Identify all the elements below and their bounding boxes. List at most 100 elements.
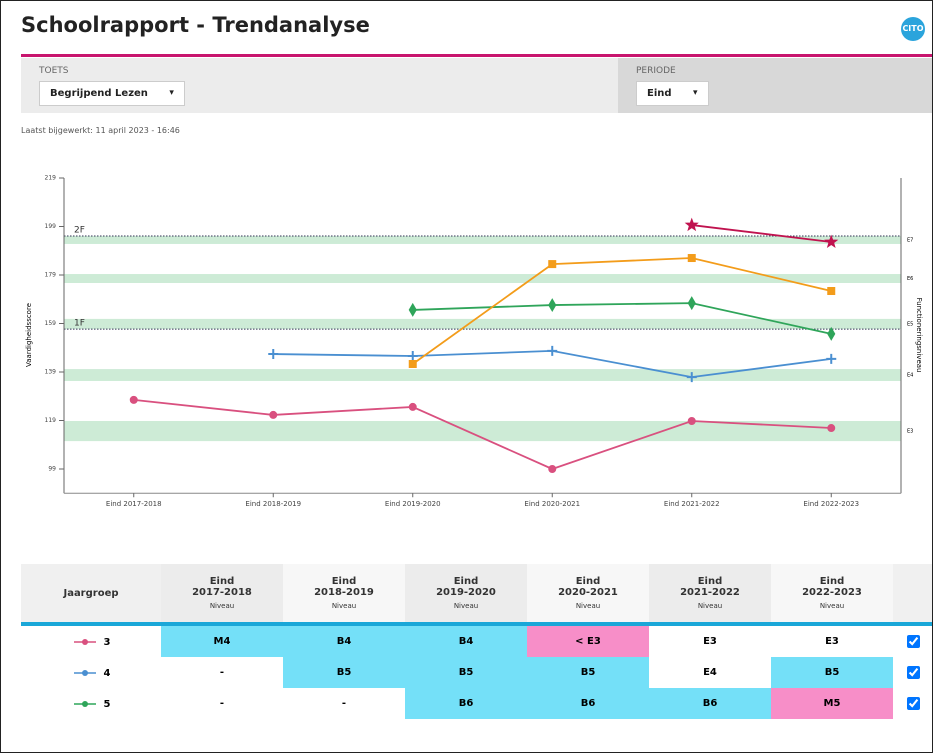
x-tick-label: Eind 2020-2021 <box>524 500 581 508</box>
series-line <box>412 257 832 365</box>
column-year: 2021-2022 <box>680 587 740 598</box>
row-checkbox[interactable] <box>906 666 920 679</box>
marker <box>687 416 696 425</box>
table-cell: B5 <box>283 657 405 688</box>
period-dropdown[interactable]: Eind <box>636 81 709 106</box>
column-header: Eind 2022-2023 Niveau <box>771 564 893 624</box>
y2-tick-label: E4 <box>907 373 913 379</box>
marker <box>826 353 837 364</box>
checkbox-cell <box>893 688 932 719</box>
table-row: 4- B5 B5 B5 E4 B5 <box>21 657 932 688</box>
niveau-band <box>64 235 901 244</box>
reference-label: 1F <box>74 319 85 329</box>
column-header: Eind 2019-2020 Niveau <box>405 564 527 624</box>
header-rule <box>21 54 932 57</box>
marker <box>827 424 836 433</box>
column-header: Eind 2018-2019 Niveau <box>283 564 405 624</box>
y2-tick-label: E7 <box>907 237 913 243</box>
x-tick-label: Eind 2021-2022 <box>663 500 720 508</box>
y-tick-label: 119 <box>45 417 57 424</box>
row-checkbox[interactable] <box>906 697 920 710</box>
series-line <box>412 302 832 335</box>
marker <box>129 395 138 404</box>
column-period: Eind <box>331 576 357 587</box>
column-header: Jaargroep <box>21 564 161 624</box>
column-sub: Niveau <box>575 602 601 610</box>
checkbox-cell <box>893 624 932 657</box>
column-period: Eind <box>819 576 845 587</box>
column-period: Eind <box>575 576 601 587</box>
column-header: Eind 2021-2022 Niveau <box>649 564 771 624</box>
marker <box>268 349 279 360</box>
marker <box>547 345 558 356</box>
column-year: 2018-2019 <box>314 587 374 598</box>
column-year: 2022-2023 <box>802 587 862 598</box>
marker <box>684 217 699 232</box>
table-cell: < E3 <box>527 624 649 657</box>
column-sub: Niveau <box>209 602 235 610</box>
legend-swatch <box>73 669 96 676</box>
table-row: 3 M4 B4 B4 < E3 E3 E3 <box>21 624 932 657</box>
filter-label: TOETS <box>39 66 69 76</box>
niveau-band <box>64 369 901 381</box>
marker <box>686 372 697 383</box>
column-header: Eind 2017-2018 Niveau <box>161 564 283 624</box>
x-tick-label: Eind 2019-2020 <box>384 500 441 508</box>
row-label: 3 <box>21 624 161 657</box>
x-tick-label: Eind 2018-2019 <box>245 500 302 508</box>
table-cell: B6 <box>527 688 649 719</box>
table-cell: - <box>341 698 347 709</box>
column-sub: Niveau <box>697 602 723 610</box>
column-header <box>893 564 932 624</box>
table-cell: E4 <box>703 667 717 678</box>
x-tick-label: Eind 2022-2023 <box>803 500 860 508</box>
table-cell: B6 <box>405 688 527 719</box>
series-line <box>691 224 832 243</box>
y-tick-label: 219 <box>45 175 57 182</box>
table-cell: B5 <box>771 657 893 688</box>
series-line <box>133 398 832 470</box>
y-tick-label: 139 <box>45 369 57 376</box>
table-cell: - <box>219 698 225 709</box>
legend-label: 3 <box>103 636 111 648</box>
y2-tick-label: E3 <box>907 429 913 435</box>
table-cell: - <box>219 667 225 678</box>
column-year: 2020-2021 <box>558 587 618 598</box>
reference-label: 2F <box>74 225 85 235</box>
column-header: Eind 2020-2021 Niveau <box>527 564 649 624</box>
marker <box>548 465 557 473</box>
marker <box>548 298 557 313</box>
y2-tick-label: E6 <box>907 276 913 282</box>
column-sub: Niveau <box>453 602 479 610</box>
column-sub: Niveau <box>331 602 357 610</box>
table: Jaargroep Eind 2017-2018 Niveau Eind 2018-201… <box>21 564 932 719</box>
niveau-band <box>64 274 901 284</box>
table-cell: B4 <box>405 624 527 657</box>
niveau-band <box>64 318 901 330</box>
filter-label: PERIODE <box>636 66 676 76</box>
row-checkbox[interactable] <box>906 635 920 648</box>
column-period: Eind <box>453 576 479 587</box>
marker <box>408 402 417 411</box>
y-tick-label: 179 <box>45 272 57 279</box>
table-cell: B5 <box>405 657 527 688</box>
page-title: Schoolrapport - Trendanalyse <box>21 13 370 37</box>
niveau-band <box>64 420 901 442</box>
checkbox-cell <box>893 657 932 688</box>
test-dropdown[interactable]: Begrijpend Lezen <box>39 81 185 106</box>
legend-label: 5 <box>103 698 111 710</box>
filter-bar: TOETS Begrijpend Lezen <box>21 58 618 113</box>
table-cell: B5 <box>527 657 649 688</box>
marker <box>687 296 696 311</box>
legend-label: 4 <box>103 667 111 679</box>
marker <box>408 302 417 317</box>
logo[interactable]: CITO <box>901 17 925 41</box>
table-row: 5- - B6 B6 B6 M5 <box>21 688 932 719</box>
column-year: 2017-2018 <box>192 587 252 598</box>
row-label: 5 <box>21 688 161 719</box>
y-axis-title: Vaardigheidsscore <box>25 303 33 367</box>
table-cell: M5 <box>771 688 893 719</box>
y2-tick-label: E5 <box>907 321 913 327</box>
marker <box>827 326 836 341</box>
